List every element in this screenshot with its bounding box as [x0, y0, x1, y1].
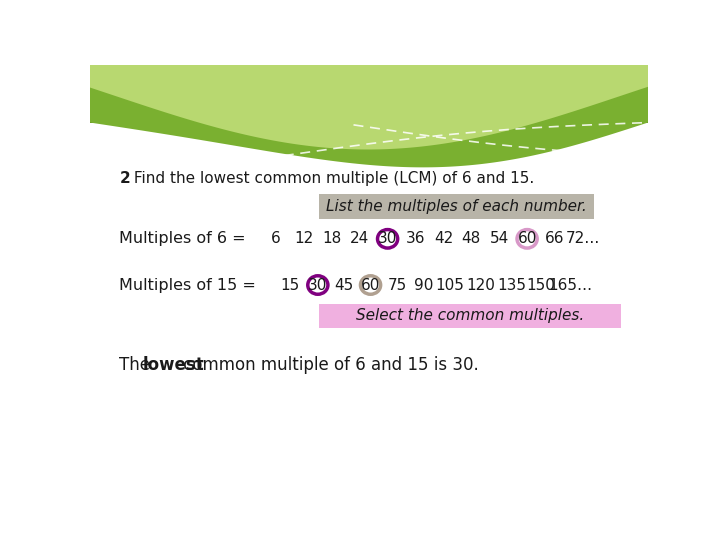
Text: 24: 24 — [350, 231, 369, 246]
Text: 18: 18 — [322, 231, 341, 246]
Text: 150: 150 — [526, 278, 556, 293]
Text: The: The — [120, 356, 156, 374]
Text: 135: 135 — [497, 278, 526, 293]
Text: 105: 105 — [435, 278, 464, 293]
Text: common multiple of 6 and 15 is 30.: common multiple of 6 and 15 is 30. — [179, 356, 479, 374]
Text: 60: 60 — [361, 278, 380, 293]
FancyBboxPatch shape — [319, 303, 621, 328]
Text: 30: 30 — [378, 231, 397, 246]
Text: 6: 6 — [271, 231, 281, 246]
Text: 12: 12 — [294, 231, 313, 246]
Text: 72…: 72… — [566, 231, 600, 246]
Text: Find the lowest common multiple (LCM) of 6 and 15.: Find the lowest common multiple (LCM) of… — [129, 171, 534, 186]
Text: 30: 30 — [308, 278, 328, 293]
FancyBboxPatch shape — [319, 194, 594, 219]
Text: 15: 15 — [280, 278, 300, 293]
Text: Multiples of 6 =: Multiples of 6 = — [120, 231, 246, 246]
Text: Multiples of 15 =: Multiples of 15 = — [120, 278, 256, 293]
Text: 54: 54 — [490, 231, 509, 246]
Text: 42: 42 — [433, 231, 453, 246]
Text: 45: 45 — [335, 278, 354, 293]
Text: 2: 2 — [120, 171, 130, 186]
Text: 75: 75 — [387, 278, 407, 293]
Text: 48: 48 — [462, 231, 481, 246]
Text: 66: 66 — [545, 231, 564, 246]
FancyBboxPatch shape — [90, 65, 648, 123]
Text: List the multiples of each number.: List the multiples of each number. — [326, 199, 587, 214]
Polygon shape — [90, 65, 648, 150]
Text: lowest: lowest — [143, 356, 204, 374]
Polygon shape — [90, 65, 648, 167]
Text: 120: 120 — [466, 278, 495, 293]
Text: 90: 90 — [413, 278, 433, 293]
Text: 36: 36 — [406, 231, 426, 246]
Text: 60: 60 — [518, 231, 537, 246]
Text: Select the common multiples.: Select the common multiples. — [356, 308, 584, 323]
Text: 165…: 165… — [549, 278, 593, 293]
